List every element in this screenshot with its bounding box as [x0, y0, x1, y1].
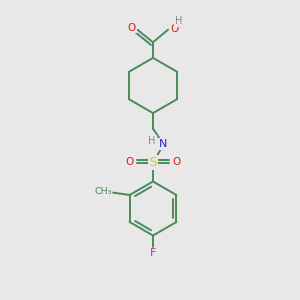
Text: F: F: [150, 248, 156, 259]
Text: H: H: [148, 136, 156, 146]
Text: N: N: [159, 139, 168, 149]
Text: O: O: [173, 157, 181, 167]
Text: S: S: [149, 156, 157, 170]
Text: O: O: [125, 157, 133, 167]
Text: O: O: [170, 24, 178, 34]
Text: H: H: [175, 16, 182, 26]
Text: O: O: [128, 22, 136, 33]
Text: CH₃: CH₃: [94, 188, 112, 196]
